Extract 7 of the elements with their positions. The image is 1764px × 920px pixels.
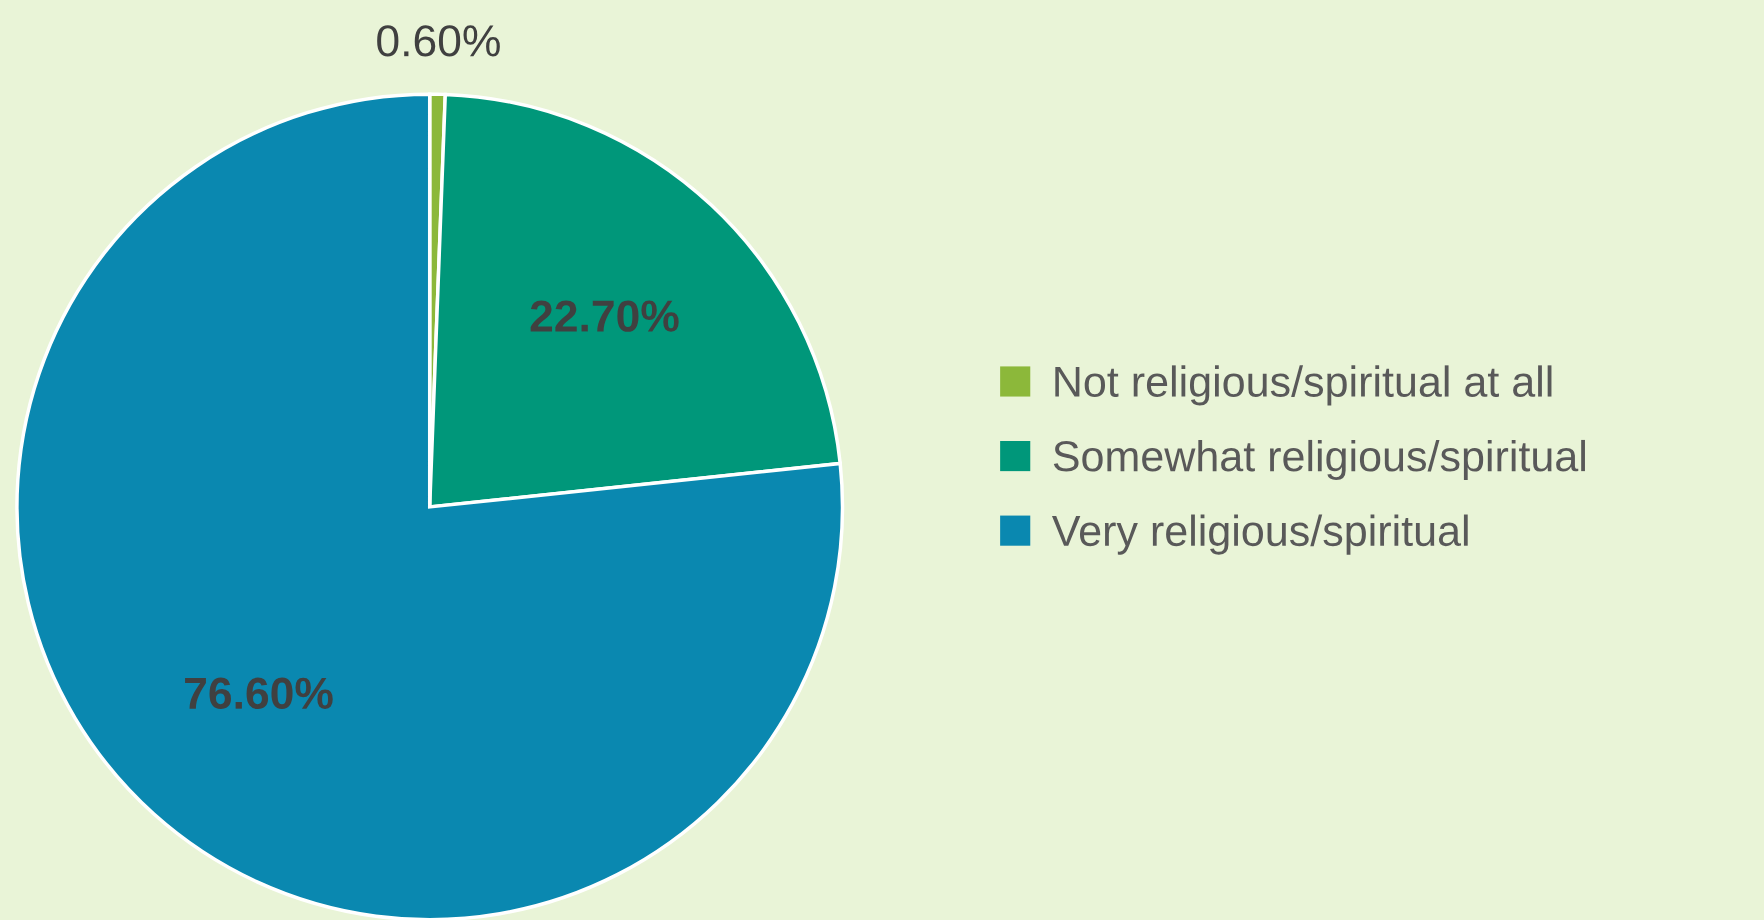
legend-label: Very religious/spiritual [1051,514,1468,555]
legend-label: Not religious/spiritual at all [1055,365,1552,406]
legend-label: Somewhat religious/spiritual [1053,439,1585,481]
data-label: 0.60% [377,25,500,57]
pie-slice [15,92,845,920]
data-label: 76.60% [185,677,333,710]
data-label: 22.70% [530,300,679,332]
